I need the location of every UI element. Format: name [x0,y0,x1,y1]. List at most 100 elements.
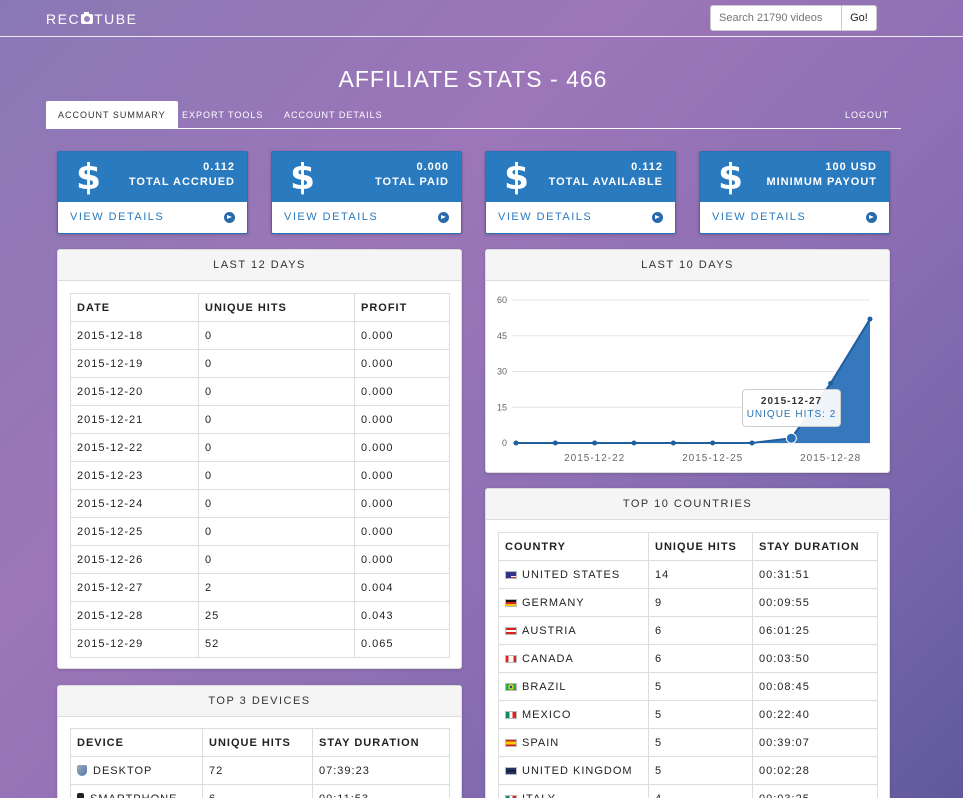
arrow-circle-right-icon[interactable] [224,212,235,223]
search-go-button[interactable]: Go! [841,5,877,31]
country-cell: UNITED KINGDOM [498,756,649,785]
view-details-link[interactable]: VIEW DETAILS [272,202,461,233]
mx-flag-icon [505,710,517,719]
stay-duration-cell: 00:09:55 [752,588,878,617]
view-details-link[interactable]: VIEW DETAILS [486,202,675,233]
data-point[interactable] [670,440,676,446]
chart-tooltip: 2015-12-27 UNIQUE HITS: 2 [742,389,841,427]
unique-hits-cell: 2 [198,573,355,602]
unique-hits-cell: 0 [198,377,355,406]
stat-value: 0.112 [203,161,235,173]
unique-hits-cell: 0 [198,433,355,462]
de-flag-icon [505,598,517,607]
it-flag-icon [505,794,517,798]
data-point[interactable] [631,440,637,446]
unique-hits-cell: 72 [202,756,313,785]
country-name: GERMANY [522,596,585,609]
table-row: 2015-12-28 25 0.043 [70,601,450,630]
top-navbar: REC TUBE Go! [0,0,963,37]
stat-card-total-accrued: $ 0.112 TOTAL ACCRUED VIEW DETAILS [57,151,248,234]
column-header: UNIQUE HITS [648,532,753,561]
data-point[interactable] [828,380,834,386]
search-input[interactable] [710,5,842,31]
unique-hits-cell: 6 [648,644,753,673]
unique-hits-cell: 0 [198,461,355,490]
column-header: STAY DURATION [312,728,450,757]
table-row: SPAIN 5 00:39:07 [498,728,878,757]
gb-flag-icon [505,766,517,775]
view-details-label[interactable]: VIEW DETAILS [498,211,593,223]
profit-cell: 0.004 [354,573,450,602]
column-header: UNIQUE HITS [198,293,355,322]
x-tick-label: 2015-12-25 [682,453,743,464]
table-row: 2015-12-22 0 0.000 [70,433,450,462]
stay-duration-cell: 00:02:28 [752,756,878,785]
view-details-link[interactable]: VIEW DETAILS [700,202,889,233]
data-point[interactable] [513,440,519,446]
unique-hits-cell: 14 [648,560,753,589]
stat-value: 100 USD [825,161,877,173]
tab-account-details[interactable]: ACCOUNT DETAILS [284,110,383,120]
column-header: STAY DURATION [752,532,878,561]
country-cell: UNITED STATES [498,560,649,589]
panel-title: LAST 12 DAYS [58,250,461,281]
last-12-days-table: DATE UNIQUE HITS PROFIT 2015-12-18 0 0.000… [70,293,450,658]
stat-card-total-available: $ 0.112 TOTAL AVAILABLE VIEW DETAILS [485,151,676,234]
devices-table: DEVICE UNIQUE HITS STAY DURATION DESKTOP… [70,728,450,798]
view-details-link[interactable]: VIEW DETAILS [58,202,247,233]
data-point[interactable] [867,316,873,322]
data-point[interactable] [785,432,797,444]
unique-hits-cell: 0 [198,545,355,574]
logout-link[interactable]: LOGOUT [844,110,889,120]
profit-cell: 0.000 [354,489,450,518]
y-tick-label: 15 [497,402,507,412]
view-details-label[interactable]: VIEW DETAILS [712,211,807,223]
column-header: PROFIT [354,293,450,322]
view-details-label[interactable]: VIEW DETAILS [284,211,379,223]
data-point[interactable] [552,440,558,446]
table-row: 2015-12-27 2 0.004 [70,573,450,602]
device-cell: DESKTOP [70,756,203,785]
desktop-icon [77,764,87,776]
rectube-logo[interactable]: REC TUBE [46,11,137,27]
country-cell: MEXICO [498,700,649,729]
country-name: AUSTRIA [522,624,577,637]
profit-cell: 0.000 [354,405,450,434]
stat-label: TOTAL AVAILABLE [548,176,663,188]
stat-label: MINIMUM PAYOUT [766,176,877,188]
tooltip-value: UNIQUE HITS: 2 [746,409,837,420]
column-header: COUNTRY [498,532,649,561]
device-cell: SMARTPHONE [70,784,203,798]
profit-cell: 0.000 [354,517,450,546]
stay-duration-cell: 00:31:51 [752,560,878,589]
countries-table: COUNTRY UNIQUE HITS STAY DURATION UNITED… [498,532,878,798]
data-point[interactable] [749,440,755,446]
table-row: 2015-12-26 0 0.000 [70,545,450,574]
unique-hits-cell: 6 [648,616,753,645]
stay-duration-cell: 00:11:53 [312,784,450,798]
country-name: SPAIN [522,736,560,749]
date-cell: 2015-12-27 [70,573,199,602]
date-cell: 2015-12-18 [70,321,199,350]
ca-flag-icon [505,654,517,663]
stay-duration-cell: 06:01:25 [752,616,878,645]
country-cell: ITALY [498,784,649,798]
table-row: SMARTPHONE 600:11:53 [70,784,450,798]
unique-hits-cell: 5 [648,672,753,701]
tab-export-tools[interactable]: EXPORT TOOLS [182,110,264,120]
arrow-circle-right-icon[interactable] [866,212,877,223]
tab-account-summary[interactable]: ACCOUNT SUMMARY [46,101,178,129]
stat-card-total-paid: $ 0.000 TOTAL PAID VIEW DETAILS [271,151,462,234]
table-row: 2015-12-24 0 0.000 [70,489,450,518]
stat-label: TOTAL PAID [375,176,449,188]
arrow-circle-right-icon[interactable] [438,212,449,223]
country-cell: BRAZIL [498,672,649,701]
table-row: MEXICO 5 00:22:40 [498,700,878,729]
view-details-label[interactable]: VIEW DETAILS [70,211,165,223]
data-point[interactable] [710,440,716,446]
panel-title: TOP 10 COUNTRIES [486,489,889,520]
date-cell: 2015-12-24 [70,489,199,518]
stat-card-header: $ 0.112 TOTAL ACCRUED [58,152,247,202]
arrow-circle-right-icon[interactable] [652,212,663,223]
data-point[interactable] [592,440,598,446]
